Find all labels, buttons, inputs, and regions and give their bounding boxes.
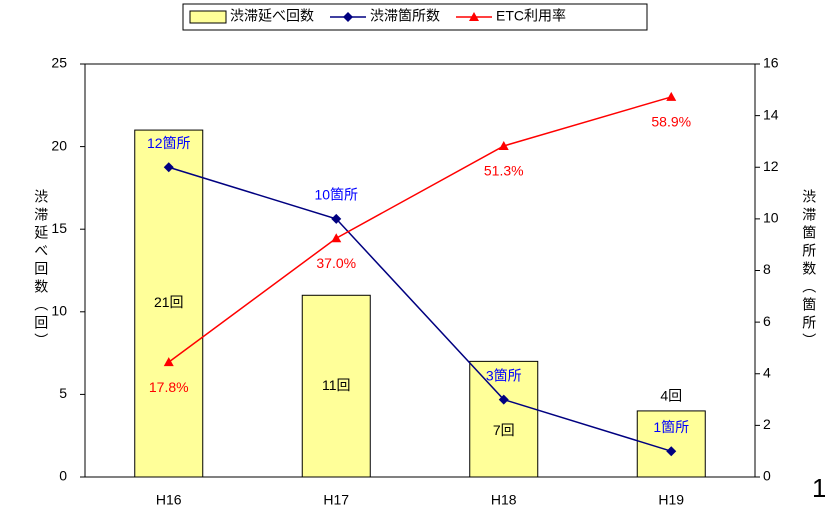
value-label: 12箇所 bbox=[147, 135, 191, 151]
y2-tick-label: 16 bbox=[763, 55, 779, 71]
value-label: 1箇所 bbox=[653, 419, 689, 435]
y2-tick-label: 10 bbox=[763, 210, 779, 226]
marker bbox=[498, 394, 509, 405]
y2-tick-label: 2 bbox=[763, 416, 771, 432]
bar-label: 11回 bbox=[322, 377, 351, 393]
y-tick-label: 10 bbox=[51, 303, 67, 319]
value-label: 51.3% bbox=[484, 163, 524, 179]
line bbox=[168, 166, 672, 452]
y-tick-label: 0 bbox=[59, 468, 67, 484]
value-label: 3箇所 bbox=[486, 367, 522, 383]
legend-label: 渋滞箇所数 bbox=[370, 8, 440, 24]
x-tick-label: H16 bbox=[156, 492, 182, 508]
legend-label: ETC利用率 bbox=[496, 8, 566, 24]
legend-marker bbox=[469, 12, 479, 21]
bar-label: 21回 bbox=[154, 294, 184, 310]
x-tick-label: H19 bbox=[658, 492, 684, 508]
y2-tick-label: 6 bbox=[763, 313, 771, 329]
y-tick-label: 25 bbox=[51, 55, 67, 71]
marker bbox=[331, 233, 342, 243]
line bbox=[168, 96, 672, 363]
y2-axis-label: 渋滞箇所数（箇所） bbox=[801, 189, 817, 351]
marker bbox=[666, 446, 677, 457]
y2-tick-label: 4 bbox=[763, 364, 771, 380]
bar-label: 4回 bbox=[660, 388, 682, 404]
bar bbox=[636, 410, 706, 478]
x-tick-label: H17 bbox=[323, 492, 349, 508]
y2-tick-label: 12 bbox=[763, 158, 779, 174]
marker bbox=[163, 162, 174, 173]
y2-tick-label: 8 bbox=[763, 261, 771, 277]
y-axis-label: 渋滞延べ回数（回） bbox=[33, 189, 49, 351]
value-label: 37.0% bbox=[316, 255, 356, 271]
legend-marker bbox=[343, 12, 353, 22]
y-tick-label: 20 bbox=[51, 137, 67, 153]
marker bbox=[163, 357, 174, 367]
legend-swatch bbox=[189, 10, 227, 24]
page-number: 1 bbox=[812, 473, 825, 503]
marker bbox=[331, 213, 342, 224]
bar-label: 7回 bbox=[493, 422, 515, 438]
value-label: 10箇所 bbox=[314, 187, 358, 203]
value-label: 58.9% bbox=[651, 114, 691, 130]
y2-tick-label: 14 bbox=[763, 106, 779, 122]
y2-tick-label: 0 bbox=[763, 468, 771, 484]
marker bbox=[666, 91, 677, 101]
legend-box bbox=[182, 3, 648, 31]
y-tick-label: 15 bbox=[51, 220, 67, 236]
bar bbox=[469, 360, 539, 478]
marker bbox=[498, 140, 509, 150]
y-tick-label: 5 bbox=[59, 385, 67, 401]
legend-label: 渋滞延べ回数 bbox=[230, 8, 314, 24]
bar bbox=[134, 129, 204, 478]
x-tick-label: H18 bbox=[491, 492, 517, 508]
value-label: 17.8% bbox=[149, 379, 189, 395]
bar bbox=[301, 294, 371, 478]
